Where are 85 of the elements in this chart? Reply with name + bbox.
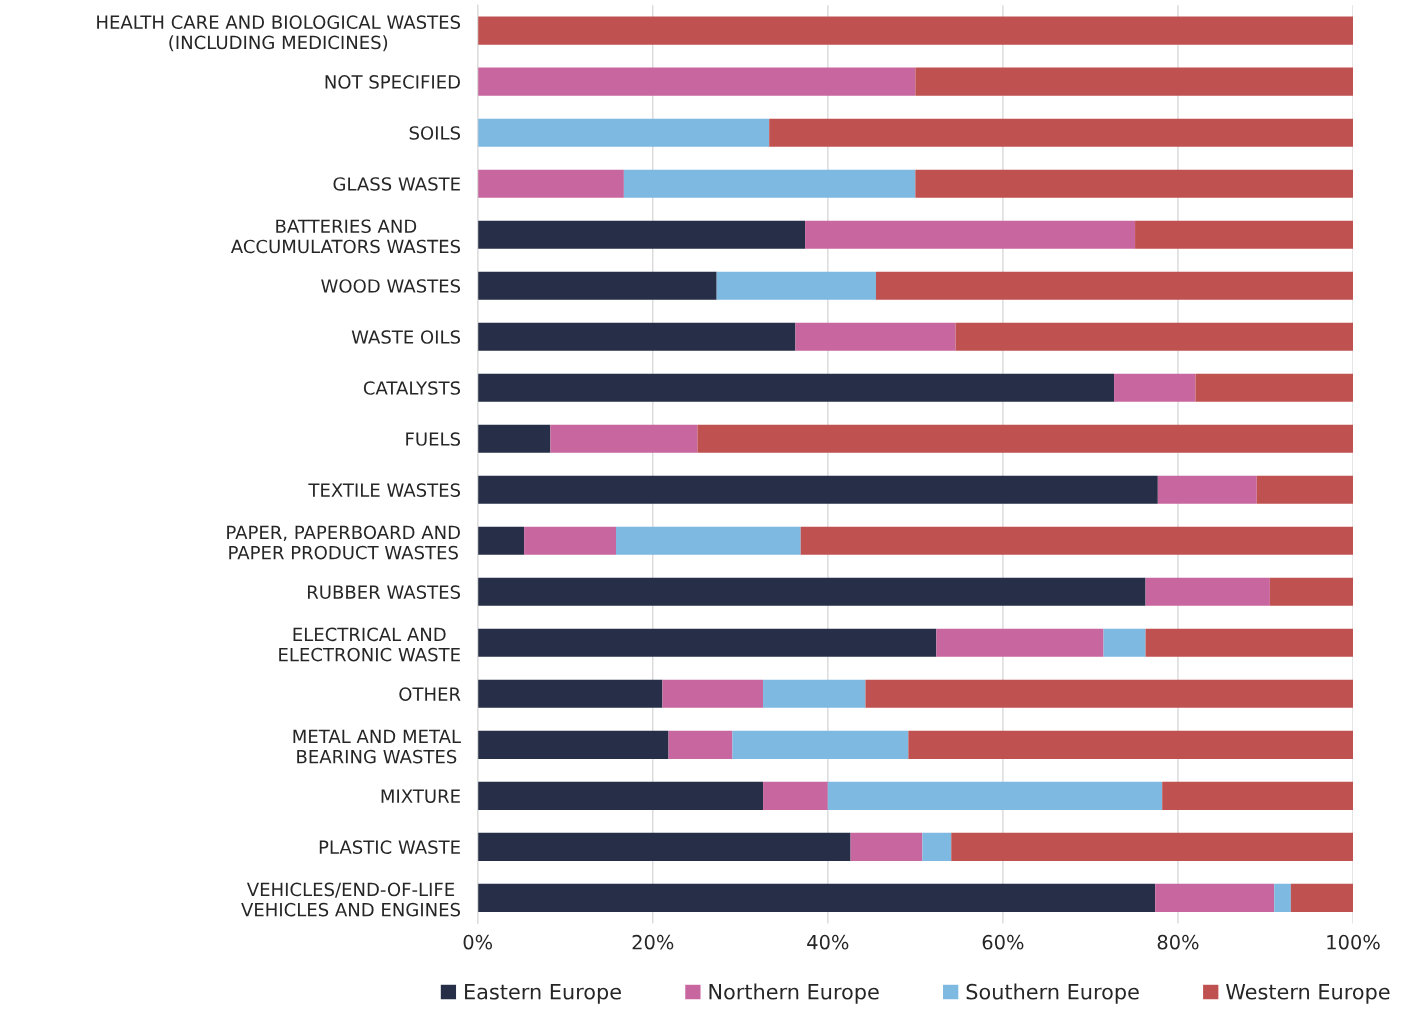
bar: [477, 679, 663, 708]
bar: [477, 526, 525, 555]
y-tick-label: PAPER, PAPERBOARD AND PAPER PRODUCT WASTES: [227, 525, 460, 560]
bar: [550, 424, 698, 453]
bar: [668, 730, 733, 759]
legend-label: Western Europe: [1226, 984, 1390, 1004]
bar: [908, 730, 1354, 759]
bar: [1162, 781, 1354, 810]
bar: [805, 220, 1136, 249]
y-tick-label: TEXTILE WASTES: [308, 483, 461, 497]
bar: [763, 781, 828, 810]
bar: [922, 832, 952, 861]
bar: [936, 628, 1104, 657]
bar: [477, 730, 669, 759]
bar: [477, 169, 624, 198]
bar: [616, 526, 801, 555]
bar: [477, 373, 1115, 402]
bar: [697, 424, 1354, 453]
y-tick-label: CATALYSTS: [363, 381, 461, 395]
bar: [662, 679, 764, 708]
bar: [524, 526, 616, 555]
bar: [1290, 883, 1354, 912]
bar: [477, 424, 551, 453]
bar: [716, 271, 876, 300]
bar: [1103, 628, 1146, 657]
bar: [827, 781, 1163, 810]
x-tick-label: 40%: [807, 934, 849, 950]
bar: [477, 832, 851, 861]
y-tick-label: PLASTIC WASTE: [319, 840, 460, 854]
bar: [1155, 883, 1275, 912]
y-tick-label: SOILS: [409, 126, 461, 140]
y-tick-label: METAL AND METAL BEARING WASTES: [293, 729, 461, 764]
bar: [1135, 220, 1354, 249]
y-tick-label: BATTERIES AND ACCUMULATORS WASTES: [230, 219, 461, 254]
bar: [955, 322, 1354, 351]
bar: [623, 169, 916, 198]
bar: [865, 679, 1354, 708]
x-tick-label: 100%: [1327, 934, 1380, 950]
y-tick-label: WASTE OILS: [351, 330, 461, 344]
bar: [915, 169, 1354, 198]
bar: [477, 322, 796, 351]
y-tick-label: VEHICLES/END-OF-LIFE VEHICLES AND ENGINES: [241, 882, 461, 917]
bar: [1145, 577, 1270, 606]
y-tick-label: NOT SPECIFIED: [325, 75, 460, 89]
bar: [477, 883, 1156, 912]
legend-label: Northern Europe: [709, 983, 879, 1004]
bar: [477, 67, 916, 96]
bar: [1157, 475, 1257, 504]
bar: [477, 271, 717, 300]
x-tick-label: 60%: [982, 934, 1024, 950]
x-tick-label: 20%: [632, 934, 674, 950]
y-tick-label: RUBBER WASTES: [308, 585, 461, 599]
bar: [1269, 577, 1354, 606]
bar: [1145, 628, 1354, 657]
y-tick-label: MIXTURE: [381, 789, 460, 803]
bar: [732, 730, 909, 759]
bar: [850, 832, 923, 861]
bar: [1114, 373, 1196, 402]
bar: [477, 628, 937, 657]
bar: [477, 118, 770, 147]
x-tick-label: 0%: [463, 934, 493, 950]
bar: [477, 475, 1158, 504]
bar: [875, 271, 1354, 300]
y-tick-label: HEALTH CARE AND BIOLOGICAL WASTES (INCLUDING MEDICINES): [97, 15, 461, 52]
bar: [1274, 883, 1291, 912]
y-tick-label: ELECTRICAL AND ELECTRONIC WASTE: [279, 627, 460, 662]
bar: [769, 118, 1354, 147]
legend-label: Eastern Europe: [465, 984, 621, 1004]
bar: [477, 781, 764, 810]
x-tick-label: 80%: [1157, 934, 1199, 950]
bar: [951, 832, 1354, 861]
bar: [477, 577, 1146, 606]
bar: [800, 526, 1354, 555]
y-tick-label: GLASS WASTE: [333, 177, 460, 191]
bar: [1195, 373, 1354, 402]
bar: [477, 220, 806, 249]
bar: [477, 16, 1354, 45]
y-tick-label: FUELS: [406, 432, 461, 446]
y-tick-label: OTHER: [399, 687, 461, 701]
bar: [763, 679, 866, 708]
bar: [795, 322, 956, 351]
bar: [915, 67, 1354, 96]
legend-label: Southern Europe: [966, 983, 1139, 1004]
y-tick-label: WOOD WASTES: [321, 279, 461, 293]
bar: [1256, 475, 1354, 504]
